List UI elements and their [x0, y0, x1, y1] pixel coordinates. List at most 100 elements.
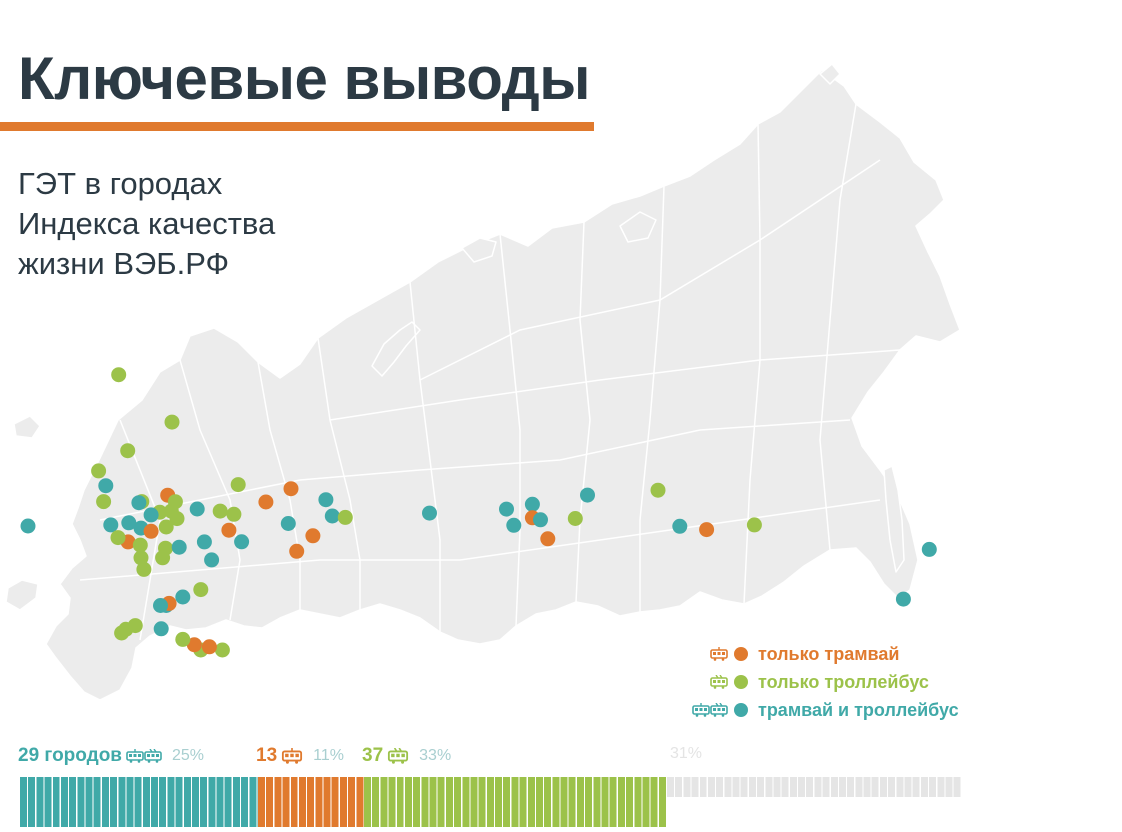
map-region-novaya-zemlya	[371, 321, 421, 377]
city-marker-both	[921, 541, 937, 557]
city-marker-trolleybus	[175, 631, 191, 647]
city-marker-both	[895, 591, 911, 607]
city-marker-trolleybus	[155, 550, 171, 566]
stat-both: 29 городов 25%	[18, 745, 204, 767]
city-marker-both	[153, 621, 169, 637]
trolleybus-icon	[710, 675, 728, 689]
city-marker-trolleybus	[132, 537, 148, 553]
map-border-line	[499, 233, 521, 627]
page-title: Ключевые выводы	[18, 45, 590, 112]
legend-dot-tram	[734, 647, 748, 661]
tram-icon	[710, 647, 728, 661]
subtitle-line-2: Индекса качества	[18, 206, 276, 241]
legend-label-tram: только трамвай	[758, 643, 900, 664]
map-border-line	[409, 281, 441, 632]
city-marker-both	[131, 495, 147, 511]
city-marker-both	[189, 501, 205, 517]
map-border-line	[179, 359, 241, 621]
map-border-line	[317, 337, 361, 610]
trolleybus-icon	[388, 748, 409, 764]
city-marker-both	[196, 534, 212, 550]
city-marker-trolleybus	[133, 550, 149, 566]
city-marker-trolleybus	[120, 443, 136, 459]
city-marker-trolleybus	[230, 477, 246, 493]
city-marker-tram	[186, 637, 202, 653]
map-border-line	[819, 103, 857, 551]
share-bar	[20, 777, 962, 827]
stat-both-pct: 25%	[172, 747, 205, 764]
bar-segment-trolleybus	[364, 777, 668, 827]
city-marker-both	[280, 516, 296, 531]
stats-row: 29 городов 25% 13	[18, 745, 968, 771]
map-border-line	[575, 221, 591, 603]
city-marker-trolleybus	[214, 642, 230, 658]
city-marker-trolleybus	[212, 503, 228, 519]
city-marker-both	[143, 507, 159, 523]
city-marker-trolleybus	[226, 506, 242, 522]
city-marker-tram	[201, 639, 217, 655]
city-marker-trolleybus	[96, 494, 112, 510]
city-marker-tram	[289, 543, 305, 559]
stat-tram-count: 13	[256, 745, 278, 766]
city-marker-both	[98, 478, 114, 494]
city-marker-both	[103, 517, 119, 533]
city-marker-tram	[305, 528, 321, 544]
city-marker-trolleybus	[650, 482, 666, 498]
stat-tram-icons	[281, 748, 303, 764]
city-marker-tram	[540, 531, 556, 547]
stat-none-pct: 31%	[670, 745, 703, 762]
stat-both-count: 29 городов	[18, 745, 122, 766]
city-marker-both	[175, 589, 191, 605]
map-land	[5, 63, 961, 701]
city-marker-trolleybus	[111, 367, 127, 383]
map-region-sakhalin	[883, 465, 905, 573]
legend-label-trolleybus: только троллейбус	[758, 671, 929, 692]
trolleybus-icon	[144, 749, 162, 763]
city-marker-tram	[143, 523, 159, 539]
legend-vehicle-icons	[690, 675, 728, 689]
map-border-line	[639, 185, 665, 612]
tram-icon	[126, 749, 144, 763]
map-russia-mainland	[45, 69, 961, 701]
city-marker-both	[524, 496, 540, 512]
map-legend: только трамвай только троллейбус	[690, 640, 959, 724]
city-marker-both	[234, 534, 250, 550]
legend-dot-both	[734, 703, 748, 717]
city-marker-trolleybus	[114, 625, 130, 641]
city-marker-both	[580, 487, 595, 503]
city-marker-trolleybus	[91, 463, 107, 479]
city-marker-trolleybus	[158, 519, 174, 535]
city-marker-trolleybus	[337, 509, 353, 525]
map-region-new-siberian-islands	[619, 211, 657, 243]
legend-item-tram: только трамвай	[690, 640, 959, 668]
city-marker-both	[20, 518, 36, 534]
legend-dot-trolleybus	[734, 675, 748, 689]
map-border-line	[99, 419, 851, 521]
city-marker-both	[499, 501, 514, 517]
stat-trolleybus-count: 37	[362, 745, 384, 766]
city-marker-trolleybus	[136, 561, 152, 577]
map-region-kaliningrad	[13, 415, 41, 439]
subtitle-line-3: жизни ВЭБ.РФ	[18, 246, 230, 281]
map-region-severnaya-zemlya	[461, 237, 497, 263]
tram-icon	[692, 703, 710, 717]
map-border-line	[329, 349, 901, 421]
city-marker-both	[204, 552, 220, 568]
city-marker-both	[506, 517, 522, 533]
city-marker-both	[318, 492, 334, 508]
stat-tram: 13 11%	[256, 745, 344, 767]
city-marker-trolleybus	[110, 530, 126, 546]
title-underline	[0, 122, 594, 131]
legend-item-trolleybus: только троллейбус	[690, 668, 959, 696]
tram-icon	[282, 748, 303, 764]
city-marker-tram	[283, 481, 299, 497]
city-marker-both	[153, 598, 168, 613]
stat-trolleybus: 37 33%	[362, 745, 451, 767]
bar-segment-tram	[257, 777, 365, 827]
city-marker-trolleybus	[746, 517, 762, 533]
legend-label-both: трамвай и троллейбус	[758, 699, 959, 720]
subtitle-line-1: ГЭТ в городах	[18, 166, 223, 201]
city-marker-both	[422, 505, 437, 521]
city-marker-trolleybus	[567, 511, 583, 526]
city-markers	[20, 367, 937, 658]
